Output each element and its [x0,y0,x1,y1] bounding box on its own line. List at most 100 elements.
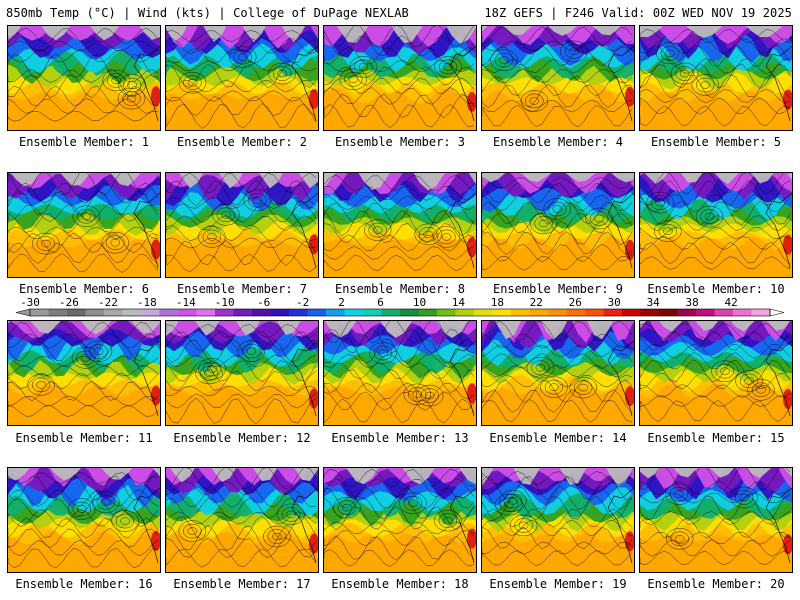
ensemble-member-label-1: Ensemble Member: 1 [18,135,150,149]
ensemble-member-label-13: Ensemble Member: 13 [331,431,469,445]
temperature-field-17 [166,468,318,572]
colorbar-swatch [85,309,105,316]
ensemble-map-18[interactable] [323,467,477,573]
ensemble-map-15[interactable] [639,320,793,426]
colorbar-swatch [178,309,197,316]
ensemble-member-label-16: Ensemble Member: 16 [15,577,153,591]
ensemble-map-7[interactable] [165,172,319,278]
temperature-field-5 [640,26,792,130]
ensemble-member-label-14: Ensemble Member: 14 [489,431,627,445]
colorbar-swatch [122,309,142,316]
colorbar-tick-label: -14 [176,296,196,309]
ensemble-member-label-12: Ensemble Member: 12 [173,431,311,445]
temperature-field-2 [166,26,318,130]
ensemble-member-label-3: Ensemble Member: 3 [334,135,466,149]
temperature-field-12 [166,321,318,425]
temperature-field-3 [324,26,476,130]
colorbar-tick-label: -30 [20,296,40,309]
ensemble-member-label-5: Ensemble Member: 5 [650,135,782,149]
colorbar-swatch [696,309,715,316]
colorbar-swatch [418,309,438,316]
ensemble-map-14[interactable] [481,320,635,426]
colorbar-tick-label: 30 [608,296,621,309]
ensemble-map-12[interactable] [165,320,319,426]
colorbar-tick-label: -26 [59,296,79,309]
colorbar-tick-label: 14 [452,296,466,309]
colorbar-tick-label: 26 [569,296,582,309]
ensemble-member-label-19: Ensemble Member: 19 [489,577,627,591]
colorbar-swatch [511,309,530,316]
ensemble-member-label-8: Ensemble Member: 8 [334,282,466,296]
colorbar-swatch [566,309,586,316]
ensemble-map-2[interactable] [165,25,319,131]
colorbar-swatch [733,309,752,316]
ensemble-map-5[interactable] [639,25,793,131]
colorbar-swatch [585,309,604,316]
colorbar-swatch [196,309,216,316]
ensemble-map-8[interactable] [323,172,477,278]
colorbar-tick-label: 2 [338,296,345,309]
colorbar-svg: -30 -26 -22 -18 -14 -10 -6 -2 2 6 10 14 18 22 26 30 34 38… [15,296,785,317]
colorbar-tick-label: 22 [530,296,543,309]
ensemble-map-1[interactable] [7,25,161,131]
ensemble-map-19[interactable] [481,467,635,573]
temperature-field-18 [324,468,476,572]
colorbar-swatch [233,309,253,316]
ensemble-map-6[interactable] [7,172,161,278]
ensemble-map-3[interactable] [323,25,477,131]
ensemble-member-label-9: Ensemble Member: 9 [492,282,624,296]
colorbar-swatch [30,309,49,316]
temperature-field-20 [640,468,792,572]
ensemble-map-9[interactable] [481,172,635,278]
temperature-field-1 [8,26,160,130]
temperature-field-16 [8,468,160,572]
colorbar-swatch [714,309,734,316]
ensemble-map-17[interactable] [165,467,319,573]
colorbar-swatch [159,309,179,316]
colorbar-swatch [104,309,123,316]
header-valid-time: 18Z GEFS | F246 Valid: 00Z WED NOV 19 20… [484,6,792,20]
ensemble-member-label-18: Ensemble Member: 18 [331,577,469,591]
colorbar-swatch [363,309,382,316]
colorbar-tick-label: 38 [685,296,698,309]
colorbar-swatch [289,309,308,316]
colorbar-swatch [141,309,160,316]
ensemble-map-20[interactable] [639,467,793,573]
ensemble-member-label-6: Ensemble Member: 6 [18,282,150,296]
ensemble-map-11[interactable] [7,320,161,426]
temperature-field-4 [482,26,634,130]
temperature-colorbar: -30 -26 -22 -18 -14 -10 -6 -2 2 6 10 14 18 22 26 30 34 38… [0,296,800,320]
ensemble-map-10[interactable] [639,172,793,278]
ensemble-member-label-2: Ensemble Member: 2 [176,135,308,149]
ensemble-map-16[interactable] [7,467,161,573]
colorbar-swatch [492,309,512,316]
colorbar-left-arrow [15,308,31,317]
colorbar-swatch [48,309,68,316]
colorbar-swatch [344,309,364,316]
colorbar-swatch [326,309,345,316]
colorbar-tick-label: -6 [257,296,270,309]
colorbar-swatch [603,309,623,316]
header-title: 850mb Temp (°C) | Wind (kts) | College o… [6,6,409,20]
colorbar-swatch [659,309,678,316]
ensemble-member-label-15: Ensemble Member: 15 [647,431,785,445]
ensemble-map-4[interactable] [481,25,635,131]
colorbar-swatch [548,309,567,316]
ensemble-member-label-17: Ensemble Member: 17 [173,577,311,591]
colorbar-swatch [400,309,419,316]
colorbar-swatch [474,309,493,316]
temperature-field-8 [324,173,476,277]
ensemble-member-label-20: Ensemble Member: 20 [647,577,785,591]
ensemble-map-13[interactable] [323,320,477,426]
colorbar-swatch [381,309,401,316]
temperature-field-9 [482,173,634,277]
temperature-field-11 [8,321,160,425]
temperature-field-6 [8,173,160,277]
colorbar-right-arrow [769,308,785,317]
colorbar-swatch [252,309,271,316]
ensemble-member-label-11: Ensemble Member: 11 [15,431,153,445]
colorbar-tick-label: -10 [215,296,235,309]
colorbar-tick-label: -18 [137,296,157,309]
colorbar-tick-label: -22 [98,296,118,309]
colorbar-swatch [640,309,660,316]
